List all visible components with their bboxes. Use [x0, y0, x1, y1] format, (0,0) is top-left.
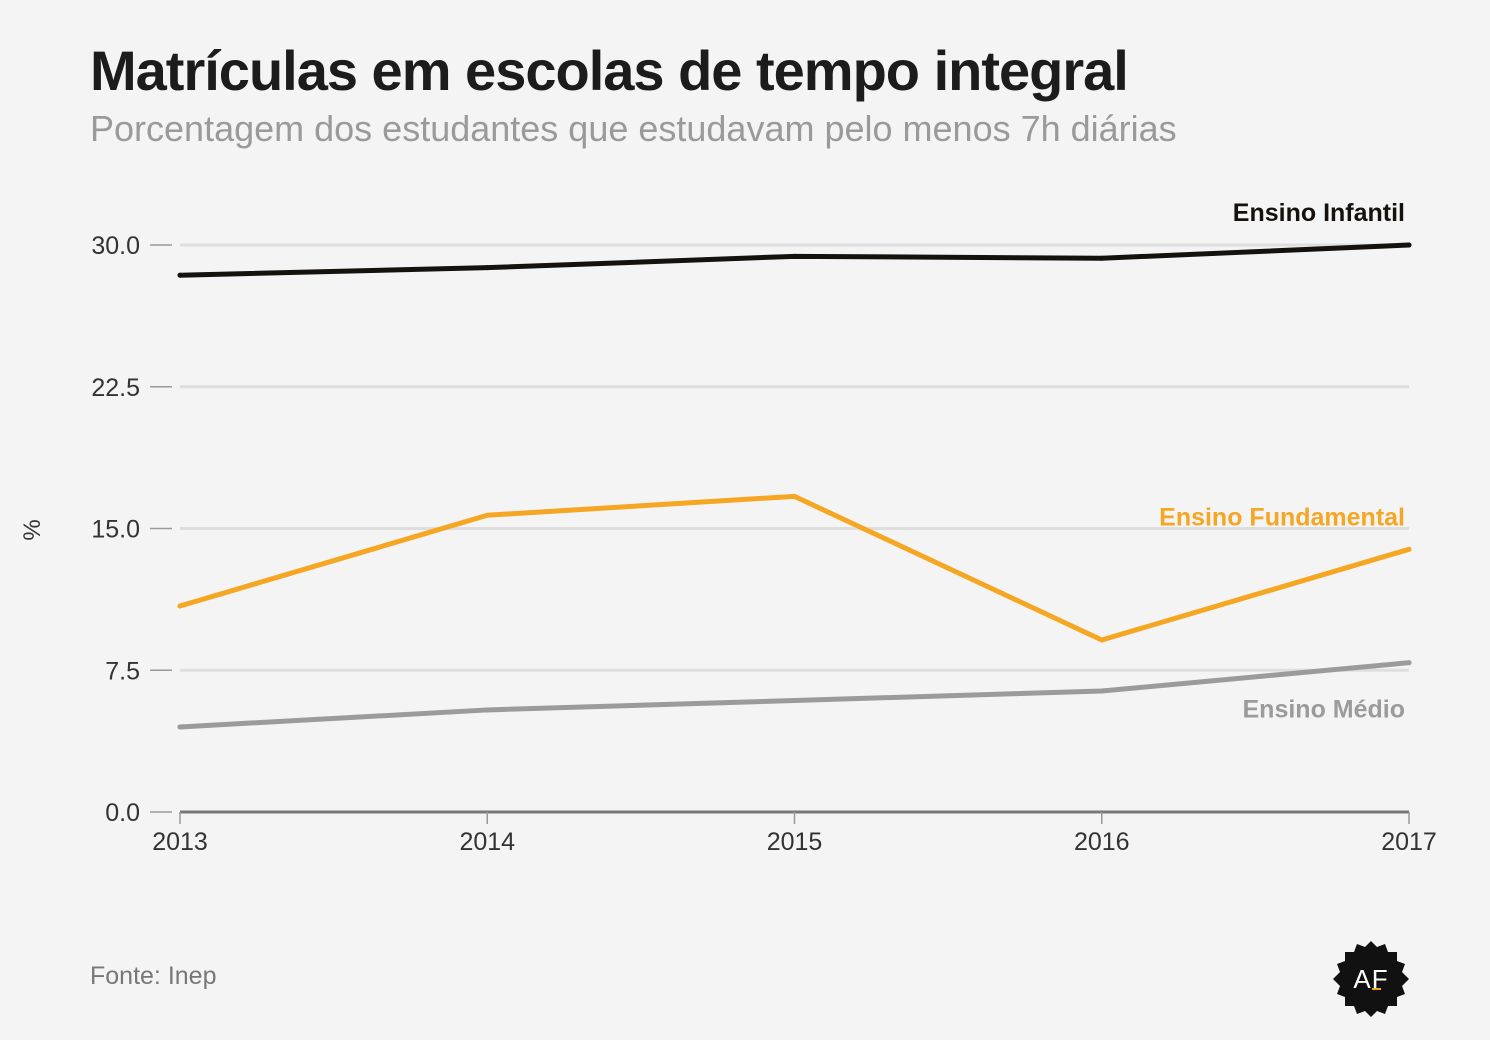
data-point [484, 512, 490, 518]
data-point [1406, 546, 1412, 552]
series-line-0 [177, 242, 1412, 278]
seal-icon [1333, 941, 1409, 1017]
y-tick-label: 0.0 [105, 799, 140, 827]
data-point [792, 493, 797, 499]
data-point [1099, 637, 1105, 643]
data-point [484, 707, 490, 713]
series-label: Ensino Infantil [1233, 199, 1405, 227]
y-axis-label: % [19, 519, 46, 540]
data-point [1406, 660, 1412, 666]
y-tick-label: 30.0 [91, 232, 140, 260]
x-tick-label: 2014 [459, 828, 515, 856]
data-point [177, 272, 183, 278]
x-tick-label: 2013 [152, 828, 208, 856]
series-lines [177, 242, 1412, 730]
data-point [1406, 242, 1412, 248]
data-point [484, 265, 490, 271]
series-line-2 [177, 660, 1412, 730]
chart-title: Matrículas em escolas de tempo integral [90, 39, 1129, 102]
data-point [177, 603, 183, 609]
data-point [177, 724, 183, 730]
series-label: Ensino Fundamental [1159, 503, 1405, 531]
data-point [792, 253, 797, 259]
series-label: Ensino Médio [1243, 696, 1406, 724]
x-tick-label: 2015 [767, 828, 823, 856]
x-tick-label: 2016 [1074, 828, 1130, 856]
data-point [1099, 688, 1105, 694]
y-tick-label: 22.5 [91, 374, 140, 402]
y-tick-label: 7.5 [105, 657, 140, 685]
axis-ticks: 0.0 7.5 15.0 22.5 30.0 2013 2014 2015 2016 2017 [91, 232, 1436, 856]
source-note: Fonte: Inep [90, 962, 217, 990]
af-logo: AF [1332, 940, 1410, 1018]
series-labels: Ensino Infantil Ensino Fundamental Ensino … [1159, 199, 1405, 724]
chart-subtitle: Porcentagem dos estudantes que estudavam… [90, 108, 1177, 149]
x-tick-label: 2017 [1381, 828, 1437, 856]
logo-text: AF [1353, 964, 1389, 994]
data-point [1099, 255, 1105, 261]
y-tick-label: 15.0 [91, 516, 140, 544]
data-point [792, 697, 797, 703]
